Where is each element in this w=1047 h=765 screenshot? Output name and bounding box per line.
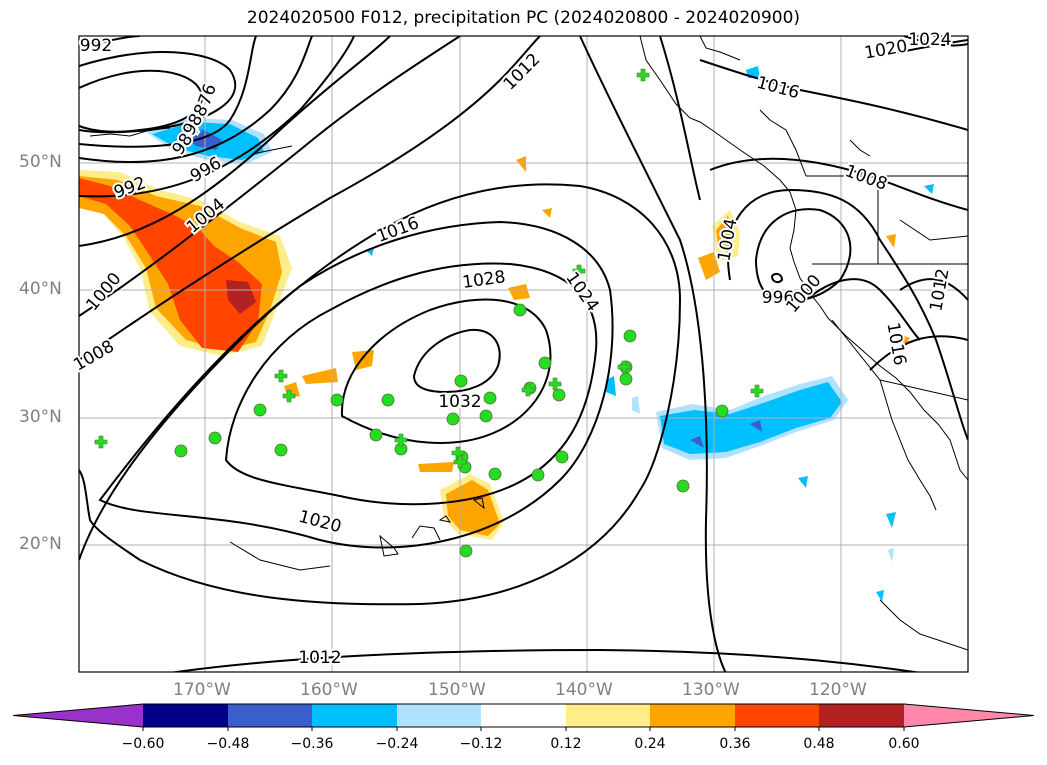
colorbar-segment <box>397 704 481 727</box>
colorbar-segment <box>481 704 566 727</box>
obs-cross-marker <box>617 360 631 374</box>
obs-cross-marker <box>453 455 467 469</box>
obs-cross-marker <box>394 433 408 447</box>
obs-circle-marker <box>253 403 267 417</box>
colorbar-tick-label: −0.24 <box>375 736 419 752</box>
obs-circle-marker <box>513 303 527 317</box>
contour-label: 1016 <box>755 73 802 104</box>
colorbar-segment <box>228 704 312 727</box>
obs-circle-marker <box>488 467 502 481</box>
map-frame <box>78 35 969 673</box>
colorbar-tick-label: −0.12 <box>459 736 503 752</box>
obs-circle-marker <box>555 450 569 464</box>
contour-label: 1008 <box>70 337 117 376</box>
colorbar-tick-label: 0.12 <box>550 736 582 752</box>
obs-circle-marker <box>483 391 497 405</box>
obs-circle-marker <box>381 393 395 407</box>
lat-label: 20°N <box>19 534 62 554</box>
coastlines <box>89 36 968 651</box>
contour-label: 1008 <box>842 161 889 195</box>
colorbar-segment <box>143 704 228 727</box>
obs-circle-marker <box>619 372 633 386</box>
contour-label: 1024 <box>908 30 951 50</box>
lon-label: 160°W <box>300 680 358 700</box>
colorbar-tick-label: −0.36 <box>290 736 334 752</box>
lon-label: 120°W <box>809 680 867 700</box>
contour-label: 1028 <box>461 267 507 293</box>
colorbar-tick-label: 0.24 <box>634 736 666 752</box>
contour-label: 1000 <box>82 269 125 315</box>
pressure-contours <box>79 36 968 672</box>
obs-circle-marker <box>330 393 344 407</box>
obs-circle-marker <box>715 404 729 418</box>
lon-label: 140°W <box>555 680 613 700</box>
contour-label: 1016 <box>882 321 909 367</box>
lat-label: 30°N <box>19 407 62 427</box>
contour-label: 992 <box>80 36 112 56</box>
lat-label: 50°N <box>19 152 62 172</box>
map-title: 2024020500 F012, precipitation PC (20240… <box>246 8 801 28</box>
precip-positive-shading <box>79 156 910 540</box>
colorbar-tick-label: −0.60 <box>121 736 165 752</box>
colorbar-segment <box>650 704 735 727</box>
obs-circle-marker <box>623 329 637 343</box>
contour-label: 1012 <box>926 267 953 313</box>
obs-cross-marker <box>750 384 764 398</box>
contour-label: 1012 <box>298 648 341 668</box>
colorbar-segment <box>819 704 904 727</box>
lon-label: 150°W <box>428 680 486 700</box>
colorbar-segment <box>566 704 650 727</box>
obs-cross-marker <box>572 264 586 278</box>
obs-cross-marker <box>282 389 296 403</box>
obs-circle-marker <box>479 409 493 423</box>
obs-circle-marker <box>676 479 690 493</box>
obs-cross-marker <box>548 377 562 391</box>
obs-circle-marker <box>274 443 288 457</box>
obs-circle-marker <box>531 468 545 482</box>
contour-label: 1016 <box>374 213 421 247</box>
obs-cross-marker <box>521 383 535 397</box>
colorbar-tick-label: 0.48 <box>803 736 835 752</box>
obs-circle-marker <box>552 388 566 402</box>
lon-label: 130°W <box>682 680 740 700</box>
lat-label: 40°N <box>19 279 62 299</box>
lon-label: 170°W <box>173 680 231 700</box>
obs-circle-marker <box>446 412 460 426</box>
obs-cross-marker <box>94 435 108 449</box>
obs-circle-marker <box>208 431 222 445</box>
colorbar-tick-label: 0.60 <box>888 736 920 752</box>
obs-cross-marker <box>274 369 288 383</box>
colorbar-tick-label: 0.36 <box>719 736 751 752</box>
colorbar-segment <box>312 704 397 727</box>
obs-circle-marker <box>369 428 383 442</box>
colorbar-segment <box>735 704 819 727</box>
contour-label: 1024 <box>561 269 602 316</box>
contour-label: 1020 <box>863 36 909 63</box>
colorbar <box>12 703 1035 731</box>
contour-label: 1032 <box>438 392 481 412</box>
obs-circle-marker <box>538 356 552 370</box>
colorbar-tick-label: −0.48 <box>206 736 250 752</box>
obs-circle-marker <box>454 374 468 388</box>
colorbar-extend-low <box>13 704 143 727</box>
colorbar-extend-high <box>904 704 1034 727</box>
observation-markers <box>94 68 764 558</box>
contour-label: 996 <box>762 288 794 308</box>
obs-circle-marker <box>174 444 188 458</box>
obs-cross-marker <box>636 68 650 82</box>
contour-label: 1020 <box>297 507 344 538</box>
obs-circle-marker <box>459 544 473 558</box>
